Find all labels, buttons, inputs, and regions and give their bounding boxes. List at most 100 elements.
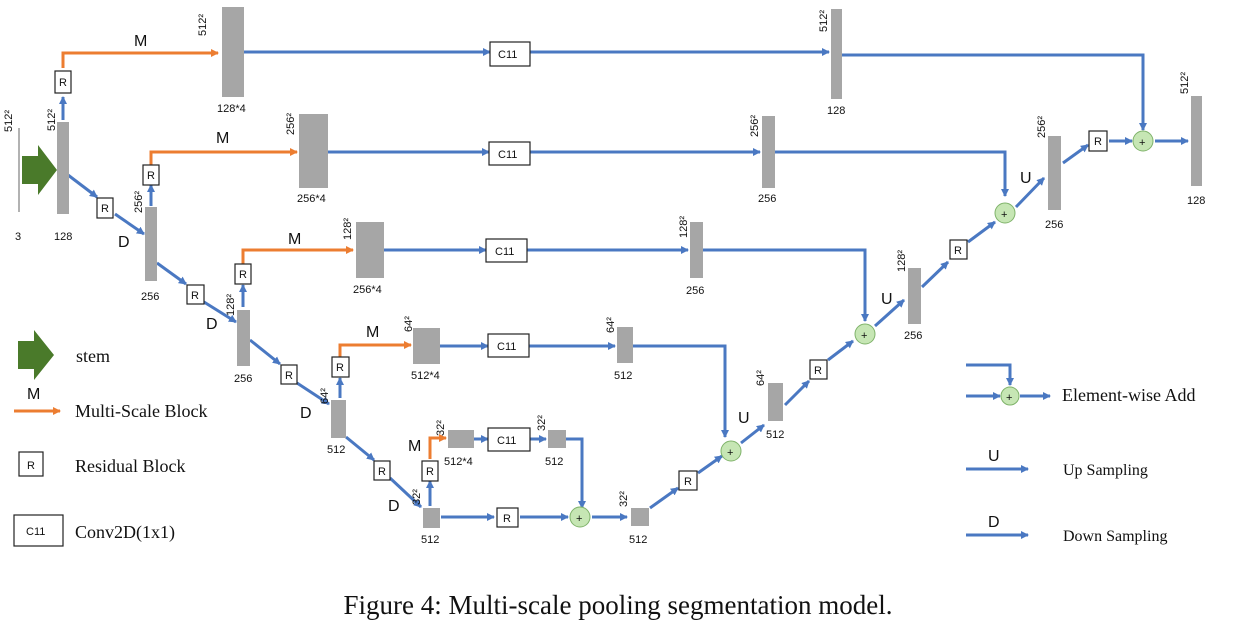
e3-ch: 256 xyxy=(234,373,252,385)
c4-ch: 512 xyxy=(614,370,632,382)
residual-box-12 xyxy=(809,359,828,380)
encoder-feature-2 xyxy=(145,207,157,281)
m1-dim: 512² xyxy=(197,14,209,36)
legend-residual-letter: R xyxy=(27,460,35,472)
d2-dim: 256² xyxy=(1036,116,1048,138)
m5-orange-arrow xyxy=(428,434,447,459)
c4-dim: 64² xyxy=(605,317,617,333)
legend-residual-box xyxy=(18,451,44,477)
c11-box-3 xyxy=(485,238,528,263)
c11-label: C11 xyxy=(495,246,514,258)
add-plus: + xyxy=(727,447,733,459)
legend-stem-arrow-icon xyxy=(18,330,54,380)
figure-caption: Figure 4: Multi-scale pooling segmentati… xyxy=(344,590,893,620)
c11-box-2 xyxy=(488,141,531,166)
d4-to-r-arrow xyxy=(783,379,811,407)
m4-ch: 512*4 xyxy=(411,370,440,382)
d3-to-r-arrow xyxy=(920,260,950,289)
e3-to-r-arrow xyxy=(249,338,281,366)
decoder-feature-3 xyxy=(908,268,921,324)
residual-label: R xyxy=(426,466,434,478)
d4-ch: 512 xyxy=(766,429,784,441)
residual-label: R xyxy=(101,203,109,215)
e1-dim: 512² xyxy=(46,109,58,131)
d5-to-r-arrow xyxy=(649,486,679,510)
c1-to-add1-arrow xyxy=(842,53,1147,131)
residual-box-10 xyxy=(496,507,519,528)
add2-to-d2-arrow xyxy=(1014,176,1046,209)
r-to-e4-arrow xyxy=(296,381,330,406)
legend-d-letter: D xyxy=(988,514,1000,531)
add-icon xyxy=(569,506,591,528)
c1-ch: 128 xyxy=(827,105,845,117)
legend-up-label: Up Sampling xyxy=(1063,462,1148,479)
r-to-add2-arrow xyxy=(967,220,996,244)
legend-stem-label: stem xyxy=(76,346,110,366)
e3-dim: 128² xyxy=(225,294,237,316)
ms-feature-3 xyxy=(356,222,384,278)
legend-residual-label: Residual Block xyxy=(75,456,186,476)
c11-feature-4 xyxy=(617,327,633,363)
legend-u-letter: U xyxy=(988,448,1000,465)
ms-feature-2 xyxy=(299,114,328,188)
d-letter: D xyxy=(388,498,400,515)
decoder-feature-1 xyxy=(1191,96,1202,186)
e4-to-r-arrow xyxy=(345,435,375,462)
m4-dim: 64² xyxy=(403,316,415,332)
encoder: 512² 128 256² 256 128² 256 64² 512 32² 5… xyxy=(46,109,440,546)
residual-label: R xyxy=(378,466,386,478)
legend-conv-label: Conv2D(1x1) xyxy=(75,522,175,543)
decoder: 32² 512 64² 512 128² 256 256² 256 512² 1… xyxy=(618,72,1205,546)
m5-dim: 32² xyxy=(435,420,447,436)
encoder-feature-5 xyxy=(423,508,440,528)
stem-arrow-icon xyxy=(22,145,57,195)
e1-to-r-arrow xyxy=(67,173,98,199)
e1-ch: 128 xyxy=(54,231,72,243)
add-icon xyxy=(854,323,876,345)
residual-box-1 xyxy=(54,70,72,94)
m-letter: M xyxy=(134,33,147,50)
residual-label: R xyxy=(954,245,962,257)
m4-orange-arrow xyxy=(338,341,412,357)
m3-ch: 256*4 xyxy=(353,284,382,296)
legend-m-letter: M xyxy=(27,386,40,403)
legend-c11-letter: C11 xyxy=(26,526,45,538)
m2-ch: 256*4 xyxy=(297,193,326,205)
ms-feature-1 xyxy=(222,7,244,97)
ms-feature-4 xyxy=(413,328,440,364)
ms-feature-5 xyxy=(448,430,474,448)
d5-ch: 512 xyxy=(629,534,647,546)
e2-dim: 256² xyxy=(133,191,145,213)
m5-ch: 512*4 xyxy=(444,456,473,468)
c3-to-add3-arrow xyxy=(703,248,869,322)
add-plus: + xyxy=(861,330,867,342)
legend-left: stem M Multi-Scale Block R Residual Bloc… xyxy=(13,330,207,547)
d2-ch: 256 xyxy=(1045,219,1063,231)
r-to-add3-arrow xyxy=(827,339,854,362)
decoder-feature-5 xyxy=(631,508,649,526)
m2-orange-arrow xyxy=(149,148,298,165)
connections xyxy=(59,48,1189,521)
residual-label: R xyxy=(239,269,247,281)
c11-feature-3 xyxy=(690,222,703,278)
m1-orange-arrow xyxy=(61,49,219,68)
d2-to-r-arrow xyxy=(1062,143,1089,165)
legend-add-plus: + xyxy=(1006,392,1012,404)
c11-feature-5 xyxy=(548,430,566,448)
d5-dim: 32² xyxy=(618,491,630,507)
legend-add-icon xyxy=(1000,386,1020,406)
c11-feature-1 xyxy=(831,9,842,99)
legend-add-arrow-top xyxy=(966,363,1014,386)
residual-label: R xyxy=(503,513,511,525)
m2-dim: 256² xyxy=(285,113,297,135)
decoder-feature-4 xyxy=(768,383,783,421)
legend-right: + Element-wise Add U Up Sampling D Down … xyxy=(966,363,1195,545)
add-icon xyxy=(994,202,1016,224)
add-icon xyxy=(720,440,742,462)
decoder-feature-2 xyxy=(1048,136,1061,210)
legend-down-label: Down Sampling xyxy=(1063,528,1167,545)
legend-c11-box xyxy=(13,514,64,547)
m1-ch: 128*4 xyxy=(217,103,246,115)
add-plus: + xyxy=(1001,209,1007,221)
